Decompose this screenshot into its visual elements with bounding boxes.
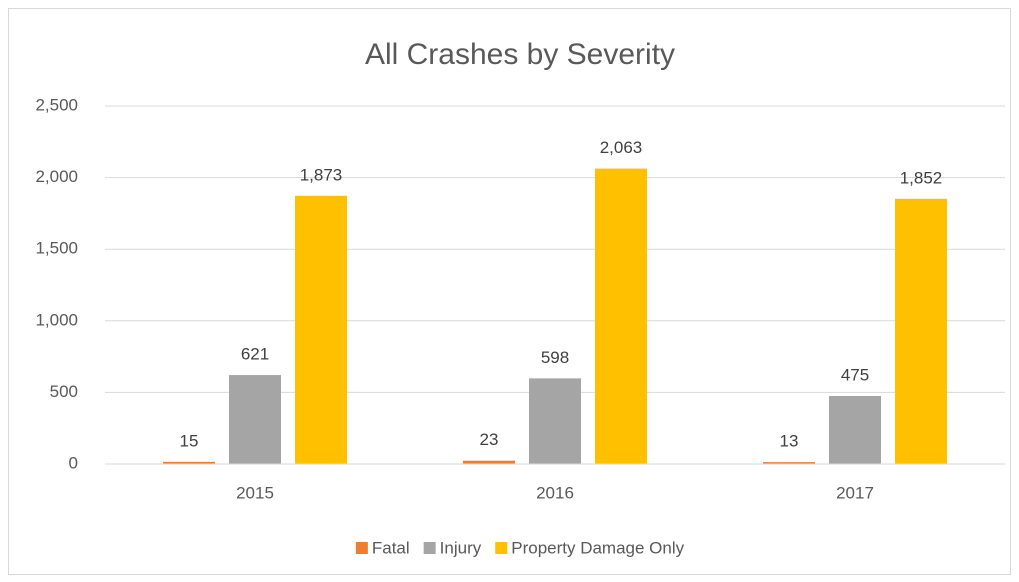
x-tick-label: 2015 [236,483,274,502]
bar [829,395,881,464]
bar [895,198,947,465]
x-tick-label: 2017 [836,483,874,502]
bar [595,168,647,464]
bar [229,375,281,464]
bar [763,462,815,464]
legend-swatch [355,542,368,554]
y-tick-label: 500 [50,382,78,401]
data-label: 598 [541,348,569,367]
data-label: 1,873 [300,165,343,184]
y-tick-label: 2,500 [35,95,78,114]
y-tick-label: 2,000 [35,167,78,186]
bar [463,460,515,464]
legend-label: Property Damage Only [511,538,684,557]
legend-label: Injury [440,538,482,557]
data-label: 23 [480,430,499,449]
data-label: 475 [841,365,869,384]
y-tick-label: 1,500 [35,239,78,258]
data-label: 1,852 [900,168,943,187]
legend-label: Fatal [372,538,410,557]
bar [163,461,215,464]
chart-title: All Crashes by Severity [365,38,675,71]
y-tick-label: 0 [69,453,78,472]
bar [529,378,581,464]
legend-swatch [495,542,508,554]
chart-border [8,8,1011,575]
legend-swatch [423,542,436,554]
bar [295,195,347,464]
data-label: 2,063 [600,138,643,157]
data-label: 15 [180,431,199,450]
data-label: 13 [780,432,799,451]
x-tick-label: 2016 [536,483,574,502]
data-label: 621 [241,345,269,364]
y-tick-label: 1,000 [35,310,78,329]
